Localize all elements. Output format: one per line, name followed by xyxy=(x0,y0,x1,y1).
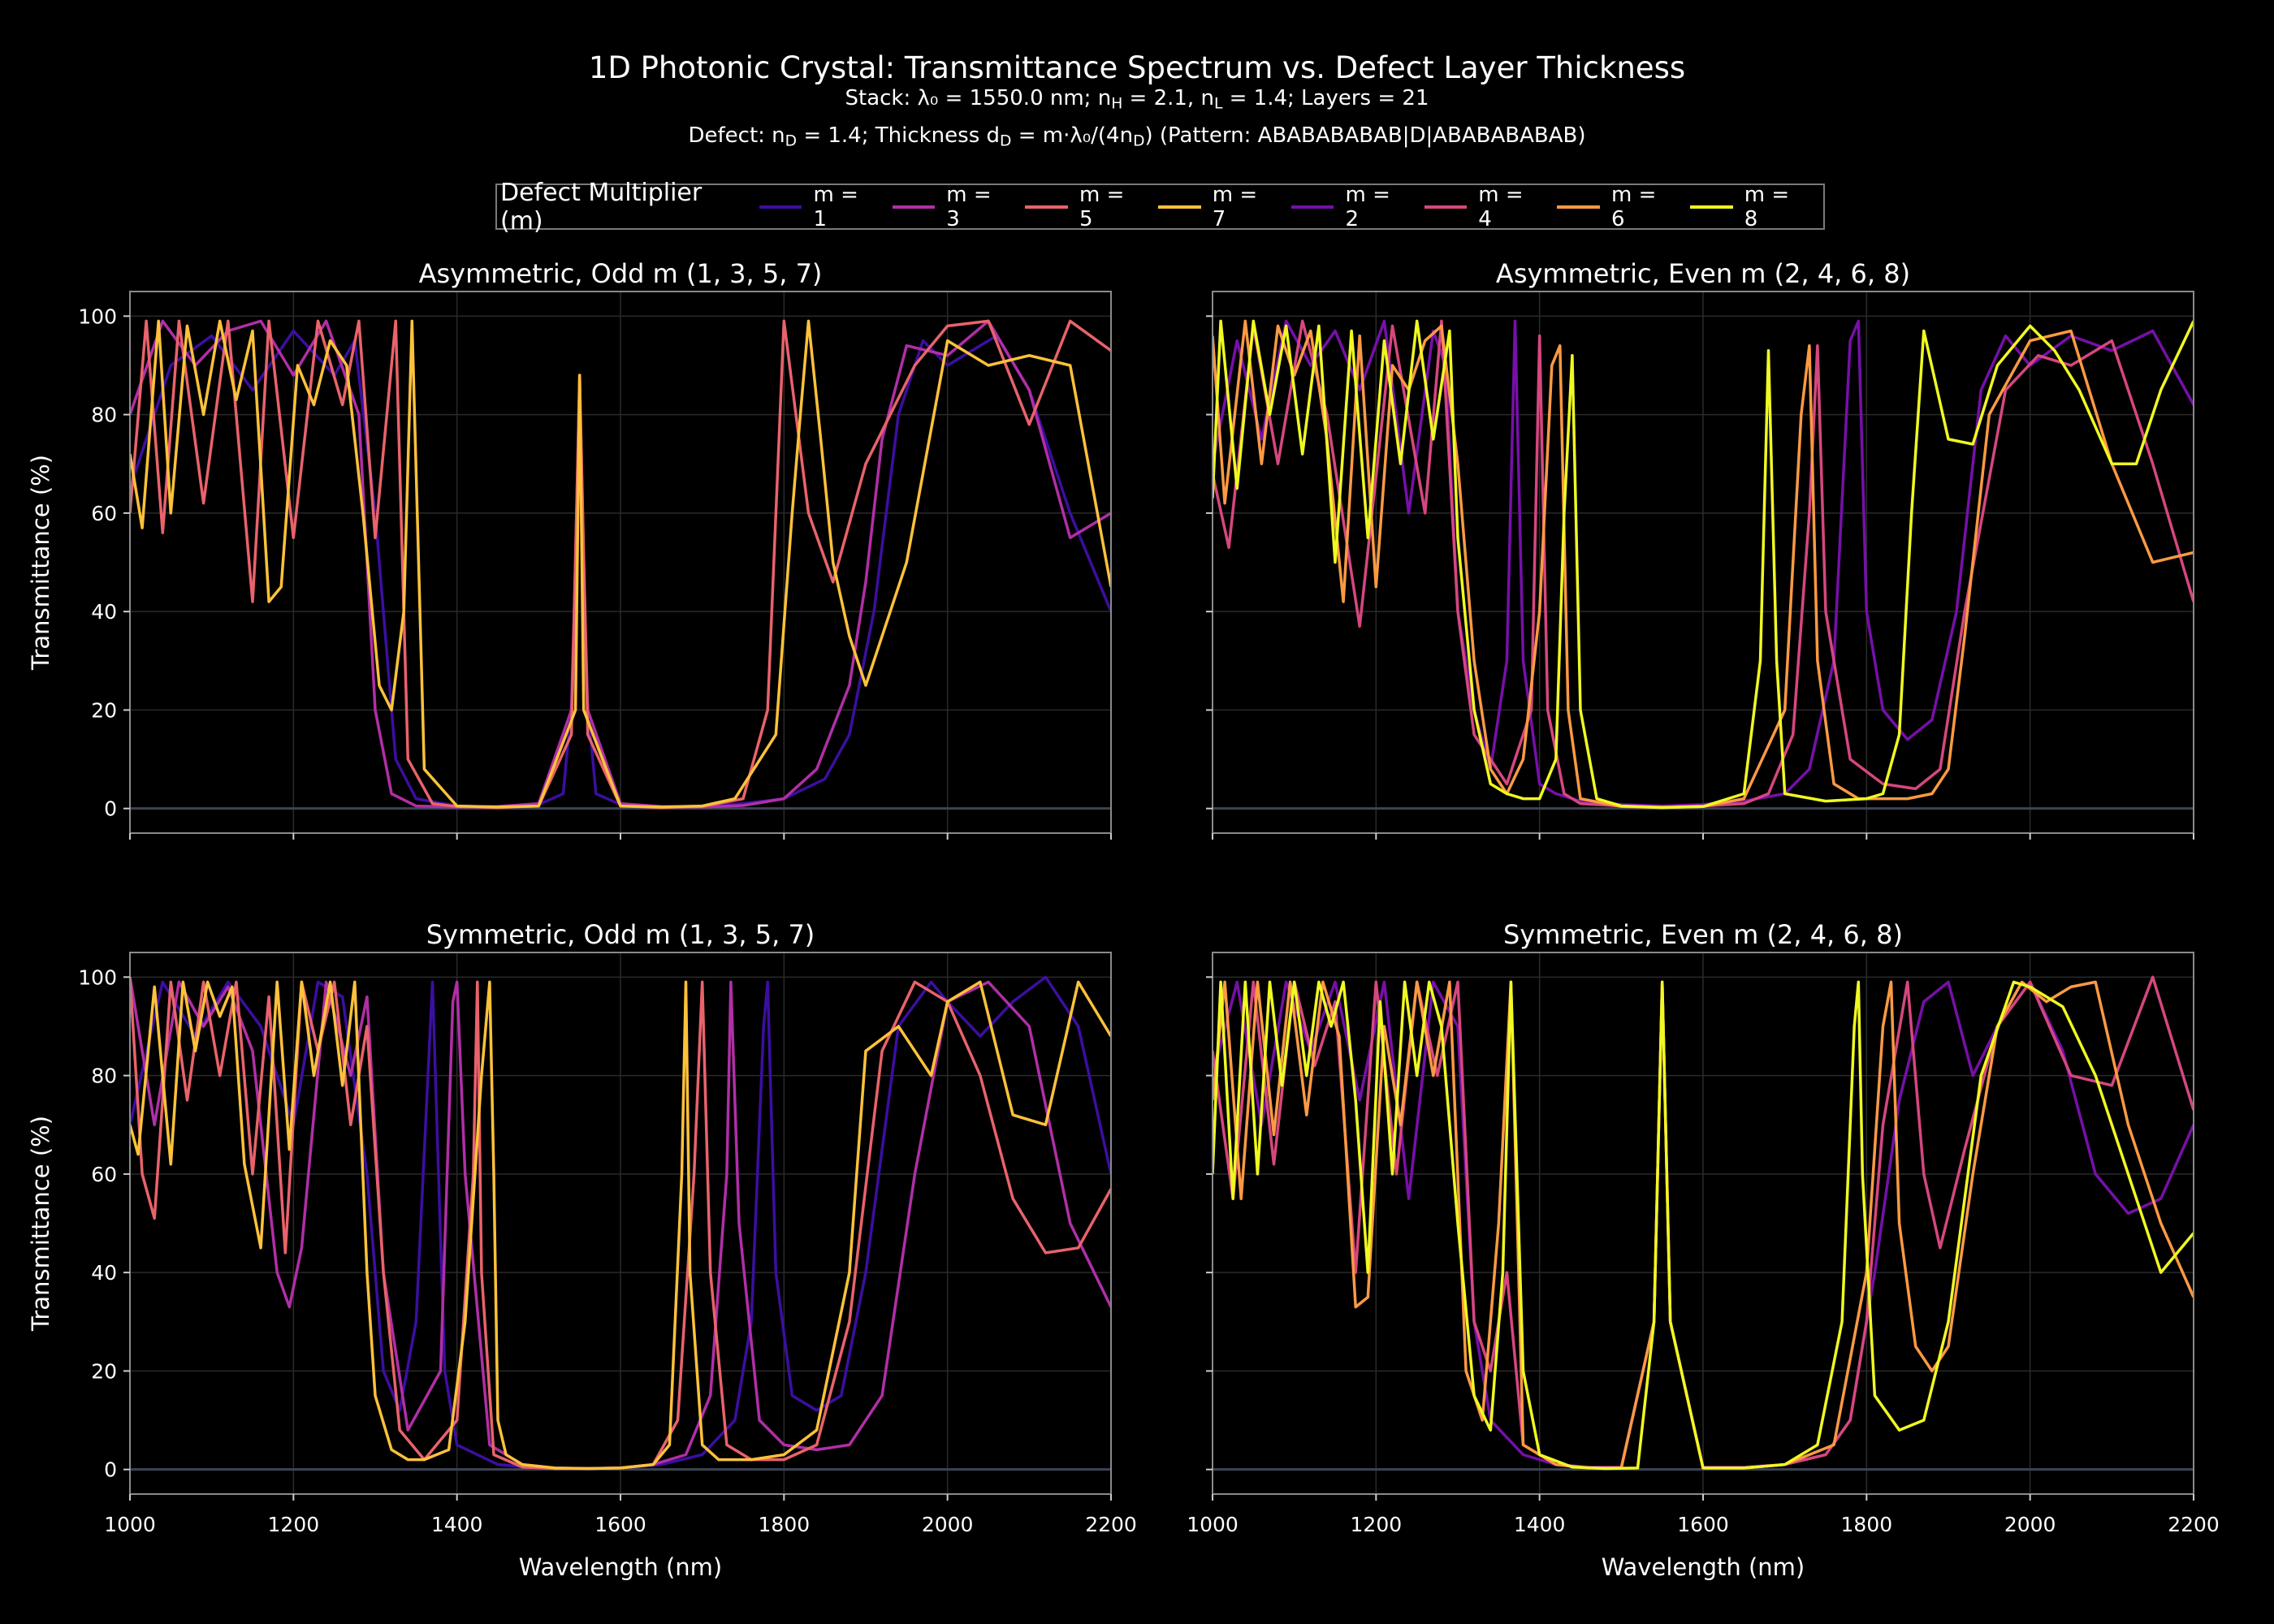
y-tick-label: 100 xyxy=(78,304,117,328)
legend-label: m = 7 xyxy=(1212,182,1258,231)
subplot-3: 1000 1200 1400 1600 1800 2000 2200 0 20 40 60 80 100… xyxy=(27,919,1137,1581)
legend-swatch xyxy=(1290,205,1334,209)
legend-label: m = 6 xyxy=(1610,182,1657,231)
y-tick-label: 60 xyxy=(91,502,117,525)
subplot-1: 0 20 40 60 80 100 Asymmetric, Odd m (1, 3, 5, … xyxy=(27,258,1112,840)
legend-swatch xyxy=(1025,205,1068,209)
legend-swatch xyxy=(1424,205,1468,209)
subscript-d: D xyxy=(1000,132,1012,150)
series-line-m5 xyxy=(130,319,1111,810)
x-tick-label: 1000 xyxy=(1187,1513,1239,1536)
subplot-title: Symmetric, Odd m (1, 3, 5, 7) xyxy=(426,919,815,950)
x-tick-label: 1200 xyxy=(268,1513,320,1536)
legend-label: m = 5 xyxy=(1079,182,1125,231)
legend-swatch xyxy=(759,205,802,209)
legend-label: m = 3 xyxy=(946,182,992,231)
subscript-l: L xyxy=(1213,95,1223,113)
y-axis-title: Transmittance (%) xyxy=(27,455,54,671)
legend-label: m = 2 xyxy=(1345,182,1390,231)
defect-subtitle-part: ) (Pattern: ABABABABAB|D|ABABABABAB) xyxy=(1144,123,1586,148)
legend-item[interactable]: m = 5 xyxy=(1025,183,1140,231)
stack-subtitle: Stack: λ₀ = 1550.0 nm; nH = 2.1, nL = 1.… xyxy=(0,86,2274,113)
legend-item[interactable]: m = 4 xyxy=(1424,183,1540,231)
y-tick-label: 20 xyxy=(91,698,117,722)
subscript-d: D xyxy=(785,132,798,150)
x-tick-label: 2000 xyxy=(2004,1513,2056,1536)
x-tick-label: 1800 xyxy=(1841,1513,1893,1536)
subscript-h: H xyxy=(1111,95,1123,113)
y-tick-label: 80 xyxy=(91,1065,117,1088)
series-line-m8 xyxy=(1213,319,2194,810)
defect-subtitle: Defect: nD = 1.4; Thickness dD = m·λ₀/(4… xyxy=(0,123,2274,150)
figure-title: 1D Photonic Crystal: Transmittance Spect… xyxy=(588,50,1686,85)
y-tick-label: 60 xyxy=(91,1163,117,1186)
legend-swatch xyxy=(1158,205,1201,209)
subscript-d: D xyxy=(1133,132,1145,150)
legend-title: Defect Multiplier (m) xyxy=(500,178,703,235)
legend-swatch xyxy=(1557,205,1600,209)
defect-subtitle-part: = 1.4; Thickness d xyxy=(797,123,1001,148)
defect-subtitle-part: = m·λ₀/(4n xyxy=(1011,123,1134,148)
y-tick-label: 80 xyxy=(91,404,117,427)
x-tick-label: 1600 xyxy=(594,1513,646,1536)
y-tick-label: 40 xyxy=(91,1261,117,1285)
x-tick-label: 2200 xyxy=(1085,1513,1137,1536)
x-tick-label: 1800 xyxy=(759,1513,811,1536)
legend-item[interactable]: m = 3 xyxy=(892,182,1008,231)
stack-subtitle-part: Stack: λ₀ = 1550.0 nm; n xyxy=(845,86,1112,110)
legend-label: m = 4 xyxy=(1478,182,1524,231)
stack-subtitle-part: = 2.1, n xyxy=(1122,86,1214,110)
legend-item[interactable]: m = 1 xyxy=(759,183,875,231)
legend-swatch xyxy=(1690,205,1733,209)
legend-item[interactable]: m = 8 xyxy=(1690,183,1805,231)
legend-label: m = 8 xyxy=(1744,182,1790,231)
y-tick-label: 100 xyxy=(78,965,117,989)
defect-subtitle-part: Defect: n xyxy=(688,123,785,148)
x-tick-label: 1000 xyxy=(104,1513,156,1536)
series-line-m7 xyxy=(130,980,1111,1471)
x-tick-label: 1400 xyxy=(1514,1513,1566,1536)
y-tick-label: 0 xyxy=(104,797,117,821)
x-axis-title: Wavelength (nm) xyxy=(519,1553,723,1581)
subplot-title: Asymmetric, Odd m (1, 3, 5, 7) xyxy=(419,258,823,289)
subplot-4: 1000 1200 1400 1600 1800 2000 2200 Symmetric, E… xyxy=(1187,919,2220,1581)
subplot-2: Asymmetric, Even m (2, 4, 6, 8) xyxy=(1206,258,2194,840)
subplot-title: Symmetric, Even m (2, 4, 6, 8) xyxy=(1503,919,1903,950)
series-line-m8 xyxy=(1213,980,2194,1471)
stack-subtitle-part: = 1.4; Layers = 21 xyxy=(1222,86,1429,110)
x-tick-label: 2000 xyxy=(922,1513,974,1536)
legend-label: m = 1 xyxy=(813,182,858,231)
x-tick-label: 1200 xyxy=(1351,1513,1403,1536)
y-tick-label: 0 xyxy=(104,1458,117,1482)
y-tick-label: 20 xyxy=(91,1359,117,1383)
legend-item[interactable]: m = 2 xyxy=(1290,182,1407,231)
subplot-title: Asymmetric, Even m (2, 4, 6, 8) xyxy=(1496,258,1910,289)
legend-swatch xyxy=(892,205,936,209)
y-axis-title: Transmittance (%) xyxy=(27,1116,54,1332)
x-tick-label: 2200 xyxy=(2168,1513,2220,1536)
x-tick-label: 1400 xyxy=(431,1513,483,1536)
legend-item[interactable]: m = 7 xyxy=(1158,183,1273,231)
x-tick-label: 1600 xyxy=(1677,1513,1729,1536)
legend-item[interactable]: m = 6 xyxy=(1557,183,1672,231)
series-line-m5 xyxy=(130,977,1111,1471)
series-line-m7 xyxy=(130,319,1111,809)
y-tick-label: 40 xyxy=(91,600,117,624)
legend: Defect Multiplier (m) m = 1 m = 3 m = 5 … xyxy=(495,179,1825,235)
x-axis-title: Wavelength (nm) xyxy=(1602,1553,1805,1581)
